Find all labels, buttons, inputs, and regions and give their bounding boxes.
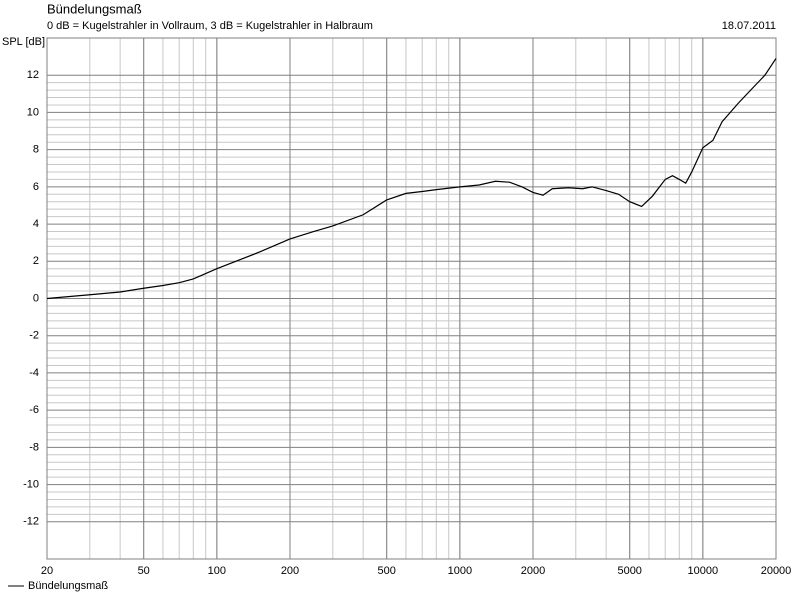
x-tick-label: 5000 (617, 565, 641, 577)
date: 18.07.2011 (722, 20, 776, 32)
x-tick-label: 2000 (521, 565, 545, 577)
y-tick-label: 12 (27, 69, 39, 81)
x-tick-label: 500 (378, 565, 396, 577)
y-tick-label: 6 (33, 181, 39, 193)
y-tick-label: -12 (23, 516, 39, 528)
legend-label: Bündelungsmaß (28, 580, 108, 592)
x-tick-label: 20000 (761, 565, 792, 577)
x-tick-label: 200 (281, 565, 299, 577)
y-tick-label: 8 (33, 144, 39, 156)
x-tick-label: 100 (208, 565, 226, 577)
x-tick-label: 1000 (448, 565, 472, 577)
data-line (46, 58, 777, 300)
y-tick-label: 0 (33, 292, 39, 304)
chart-subtitle: 0 dB = Kugelstrahler in Vollraum, 3 dB =… (47, 20, 373, 32)
y-tick-label: 2 (33, 255, 39, 267)
y-tick-label: 4 (33, 218, 39, 230)
y-tick-label: -6 (29, 404, 39, 416)
x-tick-label: 20 (41, 565, 53, 577)
y-tick-label: -8 (29, 441, 39, 453)
y-axis-label: SPL [dB] (2, 36, 45, 48)
y-tick-label: -4 (29, 367, 39, 379)
x-tick-label: 10000 (688, 565, 719, 577)
y-tick-label: 10 (27, 106, 39, 118)
x-tick-label: 50 (138, 565, 150, 577)
y-tick-label: -2 (29, 330, 39, 342)
chart-title: Bündelungsmaß (47, 1, 142, 16)
y-tick-label: -10 (23, 478, 39, 490)
